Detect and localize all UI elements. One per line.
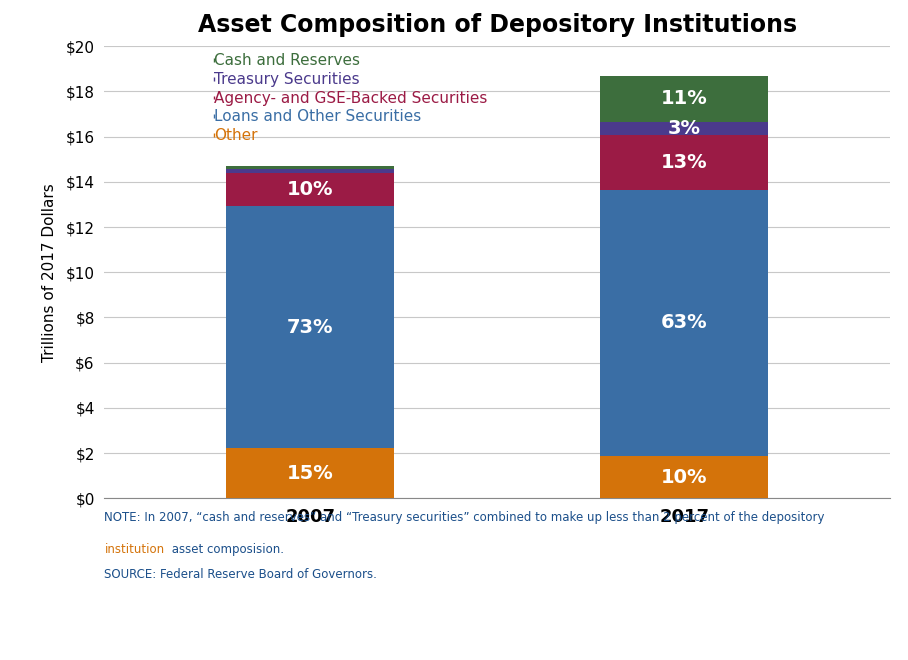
Text: asset composision.: asset composision. [168,543,284,556]
Bar [226,173,394,206]
Bar [600,135,768,189]
Text: NOTE: In 2007, “cash and reserves” and “Treasury securities” combined to make up: NOTE: In 2007, “cash and reserves” and “… [104,512,825,525]
Text: 10%: 10% [661,468,707,486]
Bar [600,456,768,498]
Text: 11%: 11% [661,89,707,108]
Bar [226,206,394,448]
Bar [600,122,768,135]
Title: Asset Composition of Depository Institutions: Asset Composition of Depository Institut… [198,13,796,38]
Text: SOURCE: Federal Reserve Board of Governors.: SOURCE: Federal Reserve Board of Governo… [104,568,378,581]
Text: 63%: 63% [661,314,707,333]
Bar [226,166,394,170]
Text: 73%: 73% [287,317,333,337]
Text: 3%: 3% [667,119,701,138]
Y-axis label: Trillions of 2017 Dollars: Trillions of 2017 Dollars [43,183,57,362]
Text: 15%: 15% [287,464,333,483]
Bar [600,76,768,122]
Text: 10%: 10% [287,180,333,199]
Bar [226,448,394,498]
Legend: Cash and Reserves, Treasury Securities, Agency- and GSE-Backed Securities, Loans: Cash and Reserves, Treasury Securities, … [213,53,488,143]
Text: Federal Reserve Bank of St. Louis: Federal Reserve Bank of St. Louis [16,627,292,644]
Bar [226,170,394,173]
Text: institution: institution [104,543,164,556]
Bar [600,189,768,456]
Text: 13%: 13% [661,152,707,172]
